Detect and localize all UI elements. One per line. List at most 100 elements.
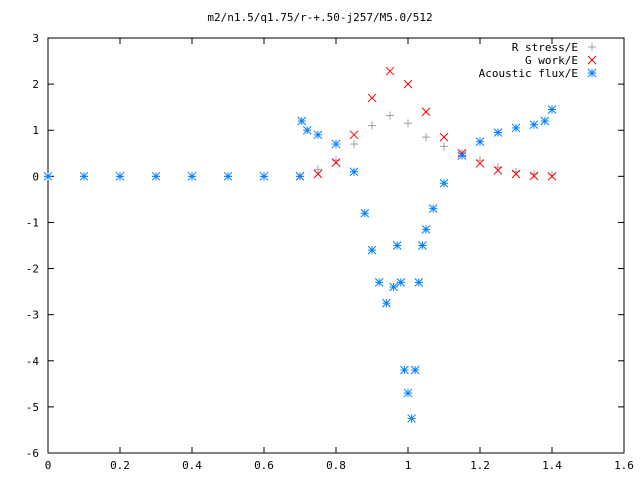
data-point-d2	[302, 125, 312, 135]
axes: 0 0.2 0.4 0.6 0.8 1 1.2 1.4 1.6 3 2 1 0 -1 -2 -3 -4 -5 -6	[26, 32, 634, 472]
legend-marker	[587, 55, 597, 65]
y-tick-label: -6	[26, 447, 39, 460]
y-tick-label: 1	[32, 124, 39, 137]
data-point-d2	[396, 278, 406, 287]
data-point-d2	[331, 158, 341, 167]
data-point	[493, 128, 503, 137]
x-tick-label: 1.6	[614, 459, 634, 472]
data-point	[404, 119, 412, 128]
x-tick-label: 0.2	[110, 459, 130, 472]
data-point	[529, 120, 539, 130]
data-point-d2	[223, 171, 233, 181]
data-point-d2	[313, 169, 323, 179]
data-point-d2	[493, 128, 503, 137]
y-tick-label: -3	[26, 309, 39, 322]
data-point	[493, 165, 503, 175]
data-point	[331, 139, 341, 149]
data-point	[396, 278, 406, 287]
data-point	[223, 171, 233, 181]
y-tick-label: 3	[32, 32, 39, 45]
data-point-d2	[475, 159, 485, 168]
plot-frame	[47, 37, 625, 454]
data-point	[407, 414, 416, 423]
data-point-d2	[43, 171, 53, 181]
data-point	[547, 171, 557, 181]
data-point	[439, 132, 449, 142]
data-point-d2	[259, 171, 269, 181]
data-point	[410, 365, 420, 375]
data-point-d2	[410, 365, 420, 375]
data-point	[548, 170, 556, 179]
data-point-d2	[407, 414, 416, 423]
series-layer	[43, 66, 557, 423]
data-point	[302, 125, 312, 135]
data-point	[392, 241, 402, 250]
x-tick-label: 0.4	[182, 459, 202, 472]
data-point	[349, 167, 359, 177]
legend-label: Acoustic flux/E	[479, 67, 578, 80]
data-point-d2	[360, 208, 370, 218]
data-point-d2	[529, 171, 539, 181]
data-point-d2	[295, 171, 305, 181]
data-point-d2	[400, 365, 409, 375]
data-point	[511, 123, 521, 133]
data-point	[386, 111, 394, 120]
data-point	[297, 116, 307, 126]
data-point-d2	[392, 241, 402, 250]
y-tick-label: 0	[32, 170, 39, 183]
y-tick-label: -2	[26, 263, 39, 276]
data-point-d2	[367, 93, 377, 103]
data-point	[367, 93, 377, 103]
x-tick-label: 0.6	[254, 459, 274, 472]
data-point	[151, 171, 161, 181]
data-point-d2	[403, 388, 413, 398]
data-point	[187, 171, 197, 181]
data-point-d2	[187, 171, 197, 181]
data-point	[313, 130, 323, 140]
series-0	[44, 111, 556, 181]
legend-label: G work/E	[525, 54, 578, 67]
data-point-d2	[349, 130, 359, 140]
data-point	[389, 282, 398, 292]
data-point	[115, 171, 125, 181]
data-point-d2	[297, 116, 307, 126]
data-point	[540, 116, 550, 126]
data-point-d2	[439, 178, 449, 188]
data-point	[403, 388, 413, 398]
y-tick-label: -4	[26, 355, 40, 368]
y-tick-label: -5	[26, 401, 39, 414]
data-point-d2	[79, 171, 89, 181]
data-point	[421, 107, 431, 117]
data-point	[350, 140, 358, 149]
data-point	[475, 137, 485, 147]
data-point-d2	[511, 169, 521, 179]
data-point	[368, 121, 376, 130]
x-tick-label: 1.2	[470, 459, 490, 472]
data-point-d2	[529, 120, 539, 130]
data-point-d2	[349, 167, 359, 177]
data-point-d2	[403, 79, 413, 89]
data-point	[349, 130, 359, 140]
data-point-d2	[389, 282, 398, 292]
data-point	[439, 178, 449, 188]
x-tick-label: 0	[45, 459, 52, 472]
data-point	[400, 365, 409, 375]
data-point-d2	[115, 171, 125, 181]
data-point-d2	[428, 204, 438, 213]
data-point-d2	[540, 116, 550, 126]
data-point-d2	[418, 241, 427, 250]
data-point	[313, 169, 323, 179]
data-point-d2	[547, 105, 557, 114]
x-tick-label: 1	[405, 459, 412, 472]
data-point	[259, 171, 269, 181]
data-point	[422, 133, 430, 142]
data-point	[530, 170, 538, 179]
data-point-d2	[493, 165, 503, 175]
data-point	[295, 171, 305, 181]
data-point	[547, 105, 557, 114]
data-point	[457, 151, 467, 160]
x-tick-label: 1.4	[542, 459, 562, 472]
data-point-d2	[367, 245, 377, 255]
